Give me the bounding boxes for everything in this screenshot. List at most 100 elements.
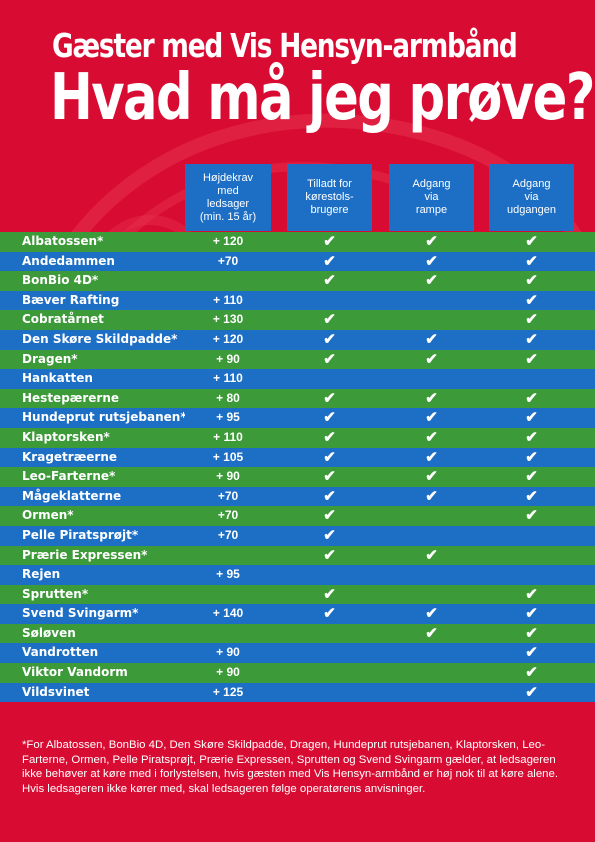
ride-name: Viktor Vandorm — [22, 665, 128, 680]
wheelchair-check-icon: ✔ — [287, 232, 372, 252]
wheelchair-check-icon — [287, 369, 372, 389]
height-requirement — [185, 585, 271, 605]
check-icon: ✔ — [525, 330, 538, 348]
check-icon: ✔ — [323, 546, 336, 564]
check-icon: ✔ — [323, 428, 336, 446]
check-icon: ✔ — [425, 272, 438, 290]
ride-name: Svend Svingarm* — [22, 606, 139, 621]
check-icon: ✔ — [525, 350, 538, 368]
exit-check-icon: ✔ — [489, 604, 574, 624]
check-icon: ✔ — [525, 448, 538, 466]
exit-check-icon: ✔ — [489, 310, 574, 330]
table-row: Viktor Vandorm + 90 ✔ — [0, 663, 595, 683]
table-row: Andedammen +70 ✔ ✔ ✔ — [0, 251, 595, 272]
check-icon: ✔ — [323, 487, 336, 505]
height-requirement: + 120 — [185, 329, 271, 350]
check-icon: ✔ — [425, 389, 438, 407]
exit-check-icon: ✔ — [489, 624, 574, 644]
ramp-check-icon: ✔ — [389, 604, 474, 624]
check-icon: ✔ — [525, 291, 538, 309]
check-icon: ✔ — [323, 233, 336, 250]
table-row: Svend Svingarm* + 140 ✔ ✔ ✔ — [0, 604, 595, 624]
height-requirement: + 110 — [213, 429, 243, 444]
check-icon: ✔ — [323, 507, 336, 525]
exit-check-icon: ✔ — [489, 232, 574, 252]
column-header-ramp: Adgang via rampe — [389, 164, 474, 231]
check-icon: ✔ — [425, 330, 438, 348]
table-row: Ormen* +70 ✔ ✔ — [0, 506, 595, 526]
height-requirement: + 90 — [216, 665, 240, 680]
check-icon: ✔ — [425, 624, 438, 642]
check-icon: ✔ — [525, 272, 538, 290]
column-header-wheelchair: Tilladt for kørestols- brugere — [287, 164, 372, 231]
height-requirement: +70 — [185, 525, 271, 546]
wheelchair-check-icon — [287, 290, 372, 311]
table-row: Cobratårnet + 130 ✔ ✔ — [0, 310, 595, 330]
ride-name: Vildsvinet — [22, 684, 90, 699]
exit-check-icon — [489, 546, 574, 566]
ramp-check-icon — [389, 663, 474, 683]
check-icon: ✔ — [323, 526, 336, 544]
exit-check-icon: ✔ — [489, 506, 574, 526]
page-title: Hvad må jeg prøve? — [50, 61, 595, 135]
exit-check-icon: ✔ — [489, 428, 574, 448]
exit-check-icon: ✔ — [489, 329, 574, 350]
height-requirement: + 120 — [212, 234, 244, 248]
check-icon: ✔ — [323, 330, 336, 348]
wheelchair-check-icon: ✔ — [287, 604, 372, 624]
ramp-check-icon: ✔ — [389, 389, 474, 409]
exit-check-icon — [489, 565, 574, 585]
height-requirement: +70 — [185, 486, 271, 507]
wheelchair-check-icon: ✔ — [287, 525, 372, 546]
wheelchair-check-icon: ✔ — [287, 389, 372, 409]
wheelchair-check-icon: ✔ — [287, 585, 372, 605]
ramp-check-icon: ✔ — [389, 546, 474, 566]
wheelchair-check-icon — [287, 624, 372, 644]
check-icon: ✔ — [525, 624, 538, 642]
height-requirement: + 95 — [185, 408, 271, 428]
ride-name: Hestepærerne — [22, 390, 120, 405]
exit-check-icon: ✔ — [489, 682, 574, 703]
check-icon: ✔ — [525, 683, 538, 701]
ride-name: Cobratårnet — [22, 312, 104, 327]
check-icon: ✔ — [323, 468, 336, 486]
height-requirement: + 130 — [212, 312, 244, 327]
check-icon: ✔ — [525, 389, 538, 407]
check-icon: ✔ — [525, 487, 538, 505]
wheelchair-check-icon: ✔ — [287, 310, 372, 330]
ride-name: Vandrotten — [22, 645, 99, 660]
exit-check-icon — [489, 369, 574, 389]
height-requirement: + 140 — [185, 604, 271, 624]
check-icon: ✔ — [425, 428, 438, 446]
height-requirement: + 125 — [185, 682, 271, 703]
column-header-height: Højdekrav med ledsager (min. 15 år) — [185, 164, 271, 231]
check-icon: ✔ — [525, 468, 538, 486]
table-row: Søløven ✔ ✔ — [0, 623, 595, 644]
exit-check-icon: ✔ — [489, 447, 574, 468]
ride-name: Kragetræerne — [22, 449, 118, 464]
ride-name: Hundeprut rutsjebanen* — [22, 410, 187, 425]
wheelchair-check-icon: ✔ — [287, 271, 372, 291]
exit-check-icon: ✔ — [489, 271, 574, 291]
exit-check-icon: ✔ — [489, 350, 574, 370]
ride-name: Den Skøre Skildpadde* — [22, 331, 178, 346]
ride-name: Prærie Expressen* — [22, 547, 148, 562]
height-requirement: +70 — [217, 508, 239, 523]
wheelchair-check-icon: ✔ — [287, 506, 372, 526]
page-subtitle: Gæster med Vis Hensyn-armbånd — [52, 26, 518, 65]
ride-name: Leo-Farterne* — [22, 469, 116, 484]
ramp-check-icon — [389, 682, 474, 703]
height-requirement: + 110 — [185, 290, 271, 311]
ride-name: Sprutten* — [22, 586, 89, 601]
ride-name: Andedammen — [22, 253, 115, 268]
ramp-check-icon: ✔ — [389, 350, 474, 370]
exit-check-icon: ✔ — [489, 290, 574, 311]
check-icon: ✔ — [323, 448, 336, 466]
ramp-check-icon: ✔ — [389, 329, 474, 350]
height-requirement: + 90 — [185, 643, 271, 664]
ramp-check-icon: ✔ — [389, 428, 474, 448]
check-icon: ✔ — [525, 311, 538, 329]
table-row: Albatossen* + 120 ✔ ✔ ✔ — [0, 232, 595, 252]
wheelchair-check-icon: ✔ — [287, 467, 372, 487]
table-row: Sprutten* ✔ ✔ — [0, 584, 595, 605]
